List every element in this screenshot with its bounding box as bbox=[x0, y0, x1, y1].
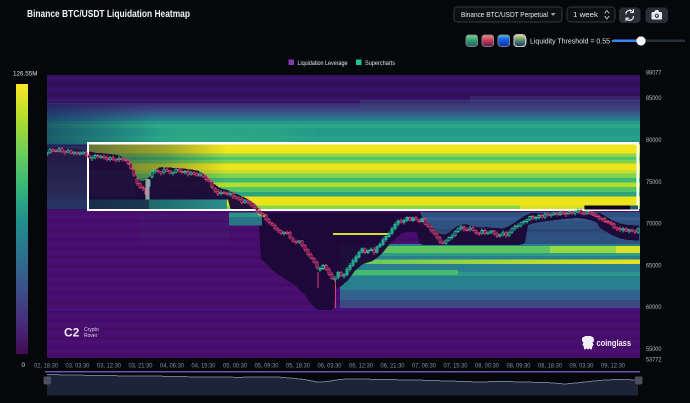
svg-text:Crypto: Crypto bbox=[84, 327, 99, 333]
svg-text:coinglass: coinglass bbox=[597, 338, 632, 349]
svg-text:03, 03:30: 03, 03:30 bbox=[66, 364, 91, 370]
svg-text:06, 12:30: 06, 12:30 bbox=[349, 364, 374, 370]
svg-text:55000: 55000 bbox=[646, 346, 662, 353]
svg-text:Binance BTC/USDT Perpetual: Binance BTC/USDT Perpetual bbox=[461, 10, 548, 19]
svg-text:85000: 85000 bbox=[646, 95, 662, 102]
svg-text:1 week: 1 week bbox=[573, 10, 598, 19]
svg-text:07, 06:30: 07, 06:30 bbox=[412, 364, 437, 370]
svg-text:05, 09:30: 05, 09:30 bbox=[255, 364, 280, 370]
svg-text:07, 15:30: 07, 15:30 bbox=[444, 364, 469, 370]
svg-text:08, 09:30: 08, 09:30 bbox=[507, 364, 532, 370]
svg-text:08, 18:30: 08, 18:30 bbox=[538, 364, 563, 370]
svg-text:Rover: Rover bbox=[84, 333, 98, 339]
svg-text:75000: 75000 bbox=[646, 179, 662, 186]
svg-text:03, 21:30: 03, 21:30 bbox=[129, 364, 154, 370]
svg-text:04, 06:30: 04, 06:30 bbox=[160, 364, 185, 370]
svg-text:Supercharts: Supercharts bbox=[365, 60, 395, 67]
svg-text:03, 12:30: 03, 12:30 bbox=[97, 364, 122, 370]
svg-text:06, 03:30: 06, 03:30 bbox=[318, 364, 343, 370]
svg-text:02, 18:30: 02, 18:30 bbox=[34, 364, 59, 370]
svg-text:70000: 70000 bbox=[646, 221, 662, 228]
svg-text:60000: 60000 bbox=[646, 304, 662, 311]
svg-text:05, 18:30: 05, 18:30 bbox=[286, 364, 311, 370]
svg-text:53772: 53772 bbox=[646, 356, 662, 363]
svg-text:80000: 80000 bbox=[646, 137, 662, 144]
svg-text:0: 0 bbox=[22, 362, 26, 369]
svg-text:Liquidation Leverage: Liquidation Leverage bbox=[298, 60, 348, 67]
svg-text:04, 15:30: 04, 15:30 bbox=[192, 364, 217, 370]
svg-text:08, 00:30: 08, 00:30 bbox=[475, 364, 500, 370]
svg-text:Binance BTC/USDT Liquidation H: Binance BTC/USDT Liquidation Heatmap bbox=[27, 9, 190, 20]
svg-text:65000: 65000 bbox=[646, 263, 662, 270]
svg-text:09, 12:30: 09, 12:30 bbox=[601, 364, 626, 370]
svg-text:09, 03:30: 09, 03:30 bbox=[570, 364, 595, 370]
svg-text:06, 21:30: 06, 21:30 bbox=[381, 364, 406, 370]
svg-text:88077: 88077 bbox=[646, 70, 662, 77]
svg-text:05, 00:30: 05, 00:30 bbox=[223, 364, 248, 370]
svg-text:126.55M: 126.55M bbox=[13, 71, 38, 78]
svg-text:C2: C2 bbox=[64, 326, 80, 340]
svg-text:Liquidity Threshold = 0.55: Liquidity Threshold = 0.55 bbox=[530, 36, 610, 45]
